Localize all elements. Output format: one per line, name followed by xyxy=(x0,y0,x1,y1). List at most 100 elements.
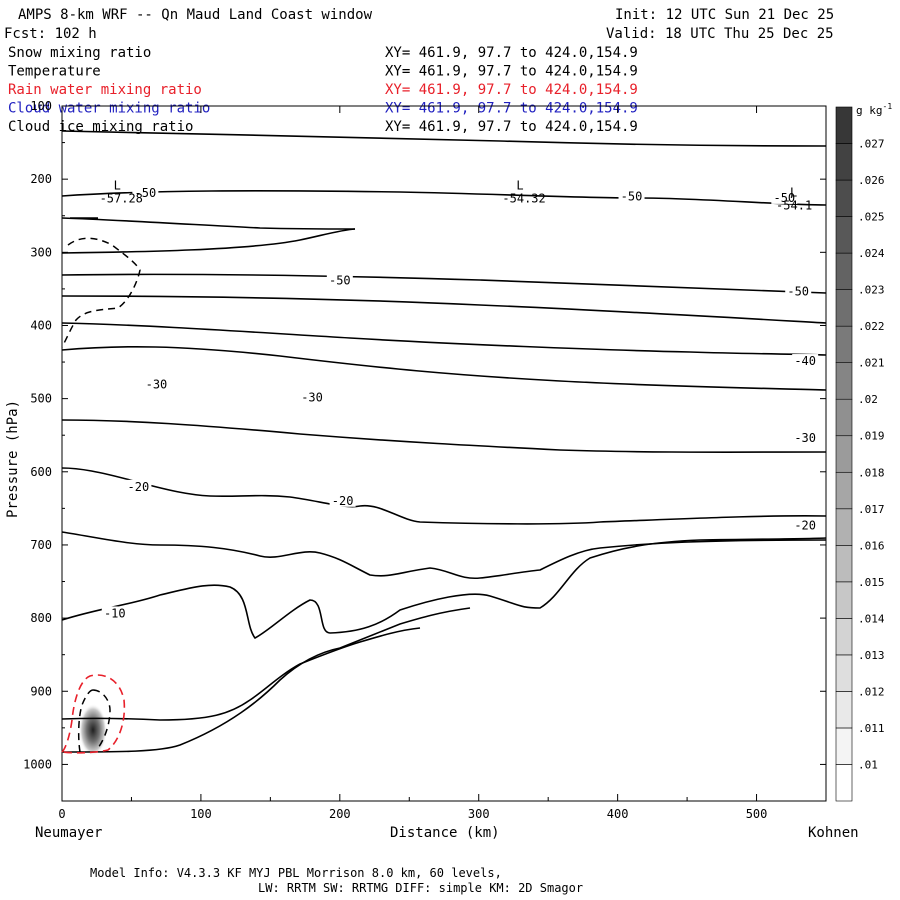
field-coords: XY= 461.9, 97.7 to 424.0,154.9 xyxy=(385,82,638,98)
physics-info: LW: RRTM SW: RRTMG DIFF: simple KM: 2D S… xyxy=(258,881,583,895)
isotherm xyxy=(61,295,827,324)
isotherm-label-bg xyxy=(792,354,819,368)
x-start-label: Neumayer xyxy=(35,825,102,841)
colorbar-tick-label: .022 xyxy=(858,320,885,333)
chart-title: AMPS 8-km WRF -- Qn Maud Land Coast wind… xyxy=(18,7,373,23)
snow-shading xyxy=(79,704,107,756)
colorbar-tick-label: .02 xyxy=(858,393,878,406)
colorbar-tick-label: .019 xyxy=(858,430,885,443)
isotherm-label-bg xyxy=(771,190,798,204)
colorbar-swatch xyxy=(835,581,853,619)
colorbar-swatch xyxy=(835,362,853,400)
isotherm-label: -50 xyxy=(787,285,809,299)
isotherm-labels: -50 -50 -50 -50 -50 -40 -30 -30 -30 -20 -20 -20 -10 xyxy=(101,185,819,620)
x-end-label: Kohnen xyxy=(808,825,859,841)
isotherm-label-bg xyxy=(329,493,356,507)
isotherm-minus-20 xyxy=(61,531,827,580)
colorbar-tick-label: .027 xyxy=(858,138,885,151)
valid-time: Valid: 18 UTC Thu 25 Dec 25 xyxy=(606,26,834,42)
low-value: -54.1 xyxy=(776,199,812,213)
isotherm-label: -50 xyxy=(329,274,351,288)
y-tick-label: 700 xyxy=(30,538,52,552)
isotherm-label: -50 xyxy=(621,189,643,203)
model-info: Model Info: V4.3.3 KF MYJ PBL Morrison 8… xyxy=(90,866,502,880)
colorbar-swatch xyxy=(835,106,853,144)
colorbar-swatch xyxy=(835,252,853,290)
rain-water-contours xyxy=(61,674,126,754)
isotherm-label-bg xyxy=(132,185,159,199)
y-tick-label: 300 xyxy=(30,245,52,259)
low-value: -57.28 xyxy=(100,191,143,205)
field-legend: Snow mixing ratio XY= 461.9, 97.7 to 424.… xyxy=(8,45,638,135)
x-tick-label: 200 xyxy=(329,807,351,821)
isotherm-minus-30 xyxy=(61,345,827,391)
x-axis-label: Distance (km) xyxy=(390,825,500,841)
isotherm-label: -20 xyxy=(332,494,354,508)
temperature-isotherms xyxy=(61,130,827,640)
low-marker: L xyxy=(114,178,121,192)
plot-frame xyxy=(61,105,827,802)
isotherm-minus-30 xyxy=(61,419,827,453)
colorbar-swatch xyxy=(835,289,853,327)
isotherm-label: -30 xyxy=(794,431,816,445)
low-value: -54.32 xyxy=(502,191,545,205)
forecast-hour: Fcst: 102 h xyxy=(4,26,97,42)
x-tick-label: 400 xyxy=(607,807,629,821)
isotherm-label: -20 xyxy=(794,519,816,533)
x-axis: 0 100 200 300 400 500 xyxy=(58,106,767,821)
colorbar-tick-label: .01 xyxy=(858,758,878,771)
isotherm-minus-50 xyxy=(61,190,827,206)
colorbar-swatch xyxy=(835,398,853,437)
isotherm-label: -50 xyxy=(135,186,157,200)
colorbar-tick-label: .025 xyxy=(858,211,885,224)
low-markers: L-57.28L-54.32 L-54.1 xyxy=(100,178,813,212)
colorbar-tick-label: .013 xyxy=(858,649,885,662)
low-marker: L xyxy=(516,178,523,192)
isotherm xyxy=(61,228,356,254)
isotherm xyxy=(61,217,356,230)
x-tick-label: 300 xyxy=(468,807,490,821)
x-tick-label: 100 xyxy=(190,807,212,821)
field-coords: XY= 461.9, 97.7 to 424.0,154.9 xyxy=(385,45,638,61)
field-coords: XY= 461.9, 97.7 to 424.0,154.9 xyxy=(385,64,638,80)
colorbar-tick-label: .015 xyxy=(858,576,885,589)
colorbar-tick-label: .011 xyxy=(858,722,885,735)
field-name: Cloud water mixing ratio xyxy=(8,101,210,117)
isotherm-label: -30 xyxy=(301,391,323,405)
y-tick-label: 100 xyxy=(30,99,52,113)
colorbar-swatch xyxy=(835,179,853,217)
y-tick-label: 500 xyxy=(30,392,52,406)
isotherm-label-bg xyxy=(792,430,819,444)
isotherm-minus-40 xyxy=(61,322,827,356)
field-name: Temperature xyxy=(8,64,101,80)
isotherm xyxy=(61,130,827,147)
y-tick-label: 200 xyxy=(30,172,52,186)
isotherm-label-bg xyxy=(299,390,326,404)
field-name: Rain water mixing ratio xyxy=(8,82,202,98)
colorbar-swatch xyxy=(835,471,853,510)
isotherm-label: -20 xyxy=(128,480,150,494)
isotherm-label-bg xyxy=(785,284,812,298)
colorbar-tick-label: .018 xyxy=(858,466,885,479)
field-coords: XY= 461.9, 97.7 to 424.0,154.9 xyxy=(385,119,638,135)
colorbar-swatch xyxy=(835,727,853,765)
isotherm-label-bg xyxy=(143,377,170,391)
x-tick-label: 500 xyxy=(746,807,768,821)
y-axis: 100 200 300 400 500 600 700 800 900 1000 xyxy=(23,99,826,802)
isotherm-label-bg xyxy=(618,189,645,203)
colorbar-tick-label: .026 xyxy=(858,174,885,187)
isotherm-label: -50 xyxy=(773,191,795,205)
isotherm-label-bg xyxy=(125,479,152,493)
y-tick-label: 400 xyxy=(30,318,52,332)
colorbar-swatch xyxy=(835,508,853,546)
isotherm-label-bg xyxy=(326,273,353,287)
y-tick-label: 1000 xyxy=(23,757,52,771)
terrain-lines xyxy=(61,607,471,753)
y-axis-label: Pressure (hPa) xyxy=(5,400,21,518)
colorbar-swatch xyxy=(835,435,853,473)
colorbar-swatch xyxy=(835,325,853,363)
colorbar-tick-label: .014 xyxy=(858,612,885,625)
colorbar-tick-label: .012 xyxy=(858,685,885,698)
isotherm-label: -10 xyxy=(104,606,126,620)
